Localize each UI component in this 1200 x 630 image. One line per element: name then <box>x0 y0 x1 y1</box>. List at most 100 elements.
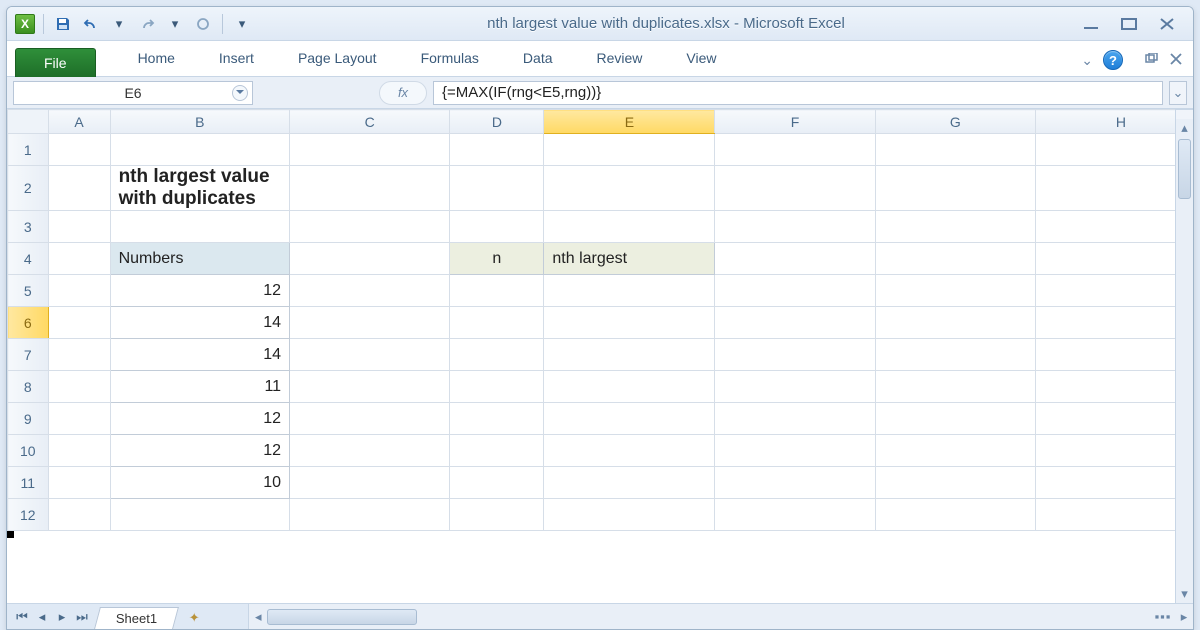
cell-G3[interactable] <box>875 211 1035 243</box>
cell-C2[interactable] <box>290 166 450 211</box>
cell-B1[interactable] <box>110 134 290 166</box>
vertical-scroll-thumb[interactable] <box>1178 139 1191 199</box>
cell-D4[interactable]: n <box>450 243 544 275</box>
row-header-12[interactable]: 12 <box>8 499 49 531</box>
cell-E4[interactable]: nth largest <box>544 243 715 275</box>
sheet-tab-sheet1[interactable]: Sheet1 <box>94 607 179 629</box>
formula-input[interactable] <box>433 81 1163 105</box>
excel-app-icon[interactable]: X <box>15 14 35 34</box>
scroll-left-icon[interactable]: ◂ <box>249 609 267 625</box>
select-all-cell[interactable] <box>8 110 49 134</box>
cell-H4[interactable] <box>1035 243 1175 275</box>
cell-C12[interactable] <box>290 499 450 531</box>
cell-C8[interactable] <box>290 371 450 403</box>
undo-icon[interactable] <box>80 13 102 35</box>
cell-E6[interactable] <box>544 307 715 339</box>
cell-G11[interactable] <box>875 467 1035 499</box>
cell-E8[interactable] <box>544 371 715 403</box>
formula-bar-expand-icon[interactable]: ⌄ <box>1169 81 1187 105</box>
cell-F12[interactable] <box>715 499 875 531</box>
cell-D10[interactable] <box>450 435 544 467</box>
cell-B4[interactable]: Numbers <box>110 243 290 275</box>
column-header-E[interactable]: E <box>544 110 715 134</box>
cells-grid[interactable]: ABCDEFGH12nth largest value with duplica… <box>7 109 1175 603</box>
row-header-7[interactable]: 7 <box>8 339 49 371</box>
cell-D11[interactable] <box>450 467 544 499</box>
cell-B2[interactable]: nth largest value with duplicates <box>110 166 290 211</box>
cell-D9[interactable] <box>450 403 544 435</box>
cell-A3[interactable] <box>48 211 110 243</box>
redo-icon[interactable] <box>136 13 158 35</box>
view-shortcuts[interactable]: ▪▪▪ <box>1151 609 1175 624</box>
redo-dropdown-icon[interactable]: ▾ <box>164 13 186 35</box>
cell-B3[interactable] <box>110 211 290 243</box>
cell-B5[interactable]: 12 <box>110 275 290 307</box>
cell-A4[interactable] <box>48 243 110 275</box>
row-header-3[interactable]: 3 <box>8 211 49 243</box>
horizontal-scrollbar[interactable]: ◂ ▪▪▪ ▸ <box>248 604 1193 629</box>
cell-F8[interactable] <box>715 371 875 403</box>
new-sheet-icon[interactable]: ✦ <box>180 607 208 629</box>
column-header-G[interactable]: G <box>875 110 1035 134</box>
scroll-down-icon[interactable]: ▾ <box>1176 585 1193 603</box>
close-icon[interactable] <box>1155 15 1179 33</box>
file-tab[interactable]: File <box>15 48 96 77</box>
cell-B6[interactable]: 14 <box>110 307 290 339</box>
cell-B7[interactable]: 14 <box>110 339 290 371</box>
cell-B8[interactable]: 11 <box>110 371 290 403</box>
row-header-8[interactable]: 8 <box>8 371 49 403</box>
tab-insert[interactable]: Insert <box>197 42 276 76</box>
column-header-F[interactable]: F <box>715 110 875 134</box>
row-header-11[interactable]: 11 <box>8 467 49 499</box>
cell-A6[interactable] <box>48 307 110 339</box>
cell-H10[interactable] <box>1035 435 1175 467</box>
cell-D8[interactable] <box>450 371 544 403</box>
save-icon[interactable] <box>52 13 74 35</box>
cell-E1[interactable] <box>544 134 715 166</box>
cell-B12[interactable] <box>110 499 290 531</box>
cell-E5[interactable] <box>544 275 715 307</box>
cell-A5[interactable] <box>48 275 110 307</box>
workbook-restore-icon[interactable] <box>1143 52 1159 68</box>
cell-F5[interactable] <box>715 275 875 307</box>
column-header-B[interactable]: B <box>110 110 290 134</box>
cell-C3[interactable] <box>290 211 450 243</box>
cell-E10[interactable] <box>544 435 715 467</box>
row-header-9[interactable]: 9 <box>8 403 49 435</box>
cell-A8[interactable] <box>48 371 110 403</box>
cell-H5[interactable] <box>1035 275 1175 307</box>
cell-F9[interactable] <box>715 403 875 435</box>
workbook-close-icon[interactable] <box>1169 52 1183 68</box>
tab-formulas[interactable]: Formulas <box>399 42 501 76</box>
cell-D3[interactable] <box>450 211 544 243</box>
ribbon-minimize-chevron-icon[interactable]: ⌄ <box>1081 52 1093 69</box>
cell-C11[interactable] <box>290 467 450 499</box>
row-header-6[interactable]: 6 <box>8 307 49 339</box>
cell-H8[interactable] <box>1035 371 1175 403</box>
tab-page-layout[interactable]: Page Layout <box>276 42 399 76</box>
cell-D12[interactable] <box>450 499 544 531</box>
cell-H6[interactable] <box>1035 307 1175 339</box>
cell-H12[interactable] <box>1035 499 1175 531</box>
cell-A10[interactable] <box>48 435 110 467</box>
cell-H2[interactable] <box>1035 166 1175 211</box>
cell-C7[interactable] <box>290 339 450 371</box>
cell-D6[interactable] <box>450 307 544 339</box>
cell-F6[interactable] <box>715 307 875 339</box>
scroll-up-icon[interactable]: ▴ <box>1176 119 1193 137</box>
cell-E3[interactable] <box>544 211 715 243</box>
cell-H3[interactable] <box>1035 211 1175 243</box>
cell-F2[interactable] <box>715 166 875 211</box>
next-sheet-icon[interactable]: ▸ <box>53 608 71 626</box>
cell-A9[interactable] <box>48 403 110 435</box>
first-sheet-icon[interactable]: ⏮ <box>13 608 31 626</box>
horizontal-scroll-thumb[interactable] <box>267 609 417 625</box>
cell-G12[interactable] <box>875 499 1035 531</box>
cell-H1[interactable] <box>1035 134 1175 166</box>
cell-A7[interactable] <box>48 339 110 371</box>
cell-G2[interactable] <box>875 166 1035 211</box>
row-header-2[interactable]: 2 <box>8 166 49 211</box>
last-sheet-icon[interactable]: ⏭ <box>73 608 91 626</box>
cell-G5[interactable] <box>875 275 1035 307</box>
cell-B11[interactable]: 10 <box>110 467 290 499</box>
